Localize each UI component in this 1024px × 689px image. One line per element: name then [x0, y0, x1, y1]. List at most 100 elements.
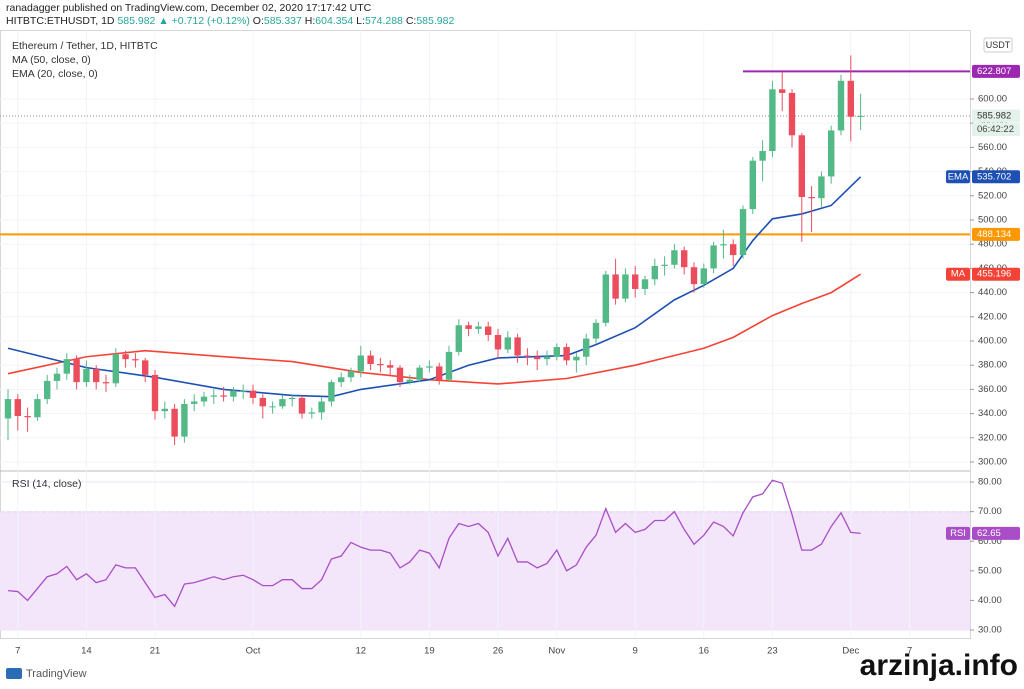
candle-body — [641, 279, 649, 289]
candle-body — [494, 334, 502, 350]
y-tick-label: 440.00 — [978, 287, 1007, 298]
candle-body — [730, 244, 737, 256]
candle-body — [524, 355, 531, 357]
rsi-y-tick-label: 50.00 — [978, 565, 1002, 576]
plot — [0, 55, 970, 608]
candle-body — [387, 365, 394, 368]
rsi-tag-box — [946, 526, 970, 540]
candle-body — [739, 209, 747, 256]
x-tick-label: 7 — [907, 646, 912, 657]
candle-body — [690, 267, 698, 285]
candle-body — [788, 92, 796, 136]
candle-body — [798, 135, 805, 197]
rsi-y-tick-label: 70.00 — [978, 506, 1002, 517]
candle-body — [220, 395, 227, 397]
x-tick-label: 26 — [493, 646, 504, 657]
candle-body — [514, 337, 521, 356]
h-label: H: — [305, 15, 316, 27]
candle-body — [171, 408, 178, 437]
legend-ema: EMA (20, close, 0) — [12, 68, 98, 80]
header: ranadagger published on TradingView.com,… — [6, 2, 454, 27]
candle-body — [553, 347, 560, 357]
candle-body — [4, 399, 12, 419]
rsi-title: RSI (14, close) — [12, 478, 81, 490]
legend: Ethereum / Tether, 1D, HITBTC MA (50, cl… — [12, 40, 158, 490]
candle-body — [63, 359, 70, 374]
brand-logo — [6, 668, 22, 679]
candle-body — [573, 356, 580, 361]
overlay-line — [7, 273, 862, 385]
candle-body — [279, 399, 286, 407]
candle-body — [828, 130, 835, 177]
level-label: 488.134 — [977, 229, 1011, 240]
candle-body — [759, 151, 766, 161]
candle-body — [357, 355, 364, 372]
brand: TradingView — [26, 668, 87, 680]
rsi-y-tick-label: 80.00 — [978, 477, 1002, 488]
candle-body — [612, 274, 619, 299]
level-label-box — [972, 227, 1020, 241]
candle-body — [504, 337, 511, 350]
x-tick-label: 16 — [699, 646, 710, 657]
x-tick-label: 7 — [15, 646, 20, 657]
legend-ma: MA (50, close, 0) — [12, 54, 91, 66]
rsi-y-tick-label: 60.00 — [978, 536, 1002, 547]
y-tick-label: 560.00 — [978, 142, 1007, 153]
o-label: O: — [253, 15, 264, 27]
overlay-value-label: 455.196 — [977, 269, 1011, 280]
candle-body — [44, 380, 51, 400]
candle-body — [406, 379, 413, 383]
o-value: 585.337 — [264, 15, 302, 27]
candle-body — [700, 268, 707, 285]
level-label: 622.807 — [977, 66, 1011, 77]
rsi-tag: RSI — [950, 528, 966, 539]
candle-body — [769, 89, 776, 152]
candle-body — [720, 244, 727, 246]
y-tick-label: 360.00 — [978, 384, 1007, 395]
candle-body — [73, 359, 80, 383]
candle-body — [102, 382, 110, 384]
candle-body — [142, 360, 149, 375]
candle-body — [818, 176, 825, 199]
x-tick-label: 19 — [424, 646, 435, 657]
candle-body — [34, 399, 41, 418]
candle-body — [181, 403, 188, 437]
labels: 300.00 320.00 340.00 360.00 380.00 400.00 420.… — [15, 64, 1020, 657]
y-tick-label: 600.00 — [978, 93, 1007, 104]
overlay-tag: MA — [951, 269, 966, 280]
candle-body — [377, 363, 384, 366]
candle-body — [426, 366, 433, 368]
candle-body — [837, 80, 845, 131]
watermark: arzinja.info — [860, 649, 1018, 682]
candle-body — [338, 377, 345, 383]
y-tick-label: 500.00 — [978, 215, 1007, 226]
rsi-value-label: 62.65 — [977, 528, 1001, 539]
candle-body — [455, 325, 462, 352]
y-tick-label: 320.00 — [978, 432, 1007, 443]
l-value: 574.288 — [365, 15, 403, 27]
overlay-value-label: 535.702 — [977, 171, 1011, 182]
candle-body — [249, 390, 257, 398]
candle-body — [543, 356, 551, 360]
x-tick-label: Dec — [842, 646, 859, 657]
candle-body — [661, 264, 668, 266]
y-tick-label: 520.00 — [978, 190, 1007, 201]
y-tick-label: 420.00 — [978, 311, 1007, 322]
overlay-value-label-box — [972, 267, 1020, 281]
candle-body — [269, 406, 276, 408]
candle-body — [681, 250, 688, 268]
x-tick-label: 9 — [633, 646, 638, 657]
candle-body — [563, 347, 570, 361]
candle-body — [592, 322, 600, 339]
x-tick-label: 12 — [356, 646, 367, 657]
candle-body — [710, 245, 717, 269]
author-line: ranadagger published on TradingView.com,… — [6, 2, 372, 14]
candle-body — [132, 359, 139, 361]
candle-body — [396, 367, 404, 383]
y-tick-label: 300.00 — [978, 457, 1007, 468]
candle-body — [151, 374, 159, 412]
candle-body — [651, 265, 658, 280]
rsi-line — [7, 479, 861, 608]
